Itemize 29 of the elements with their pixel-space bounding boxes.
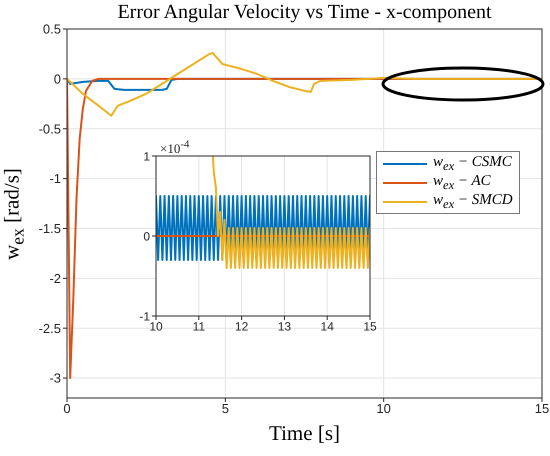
y-tick-label: -2.5 <box>38 320 61 336</box>
line-series <box>212 156 370 269</box>
y-tick-label: -1.5 <box>38 221 61 236</box>
x-tick-label: 10 <box>376 401 391 416</box>
annotation: ×10$^{-4}$ <box>160 139 190 156</box>
x-tick-label: 13 <box>278 320 292 334</box>
legend-label: w$_{ex}$ − AC <box>433 172 491 192</box>
x-tick-label: 15 <box>534 401 550 416</box>
y-tick-label: 0.5 <box>42 22 61 37</box>
x-tick-label: 5 <box>222 401 229 416</box>
y-tick-label: -0.5 <box>38 121 61 136</box>
x-tick-label: 0 <box>63 401 71 416</box>
x-tick-label: 14 <box>320 320 334 334</box>
y-tick-label: 0 <box>54 71 61 86</box>
line-series <box>67 52 542 117</box>
y-tick-label: -3 <box>49 370 61 386</box>
y-tick-label: -1 <box>49 171 61 186</box>
x-tick-label: 11 <box>192 320 206 334</box>
y-tick-label: -1 <box>139 309 150 324</box>
legend-label: w$_{ex}$ − CSMC <box>433 154 512 174</box>
x-axis-title: Time [s] <box>269 421 340 445</box>
x-tick-label: 10 <box>149 320 163 334</box>
chart-title: Error Angular Velocity vs Time - x-component <box>117 1 492 23</box>
x-tick-label: 12 <box>234 320 249 334</box>
y-tick-label: -2 <box>49 270 61 286</box>
y-tick-label: 1 <box>143 149 150 164</box>
legend-label: w$_{ex}$ − SMCD <box>433 192 513 212</box>
x-tick-label: 15 <box>363 320 377 334</box>
y-tick-label: 0 <box>143 229 150 244</box>
